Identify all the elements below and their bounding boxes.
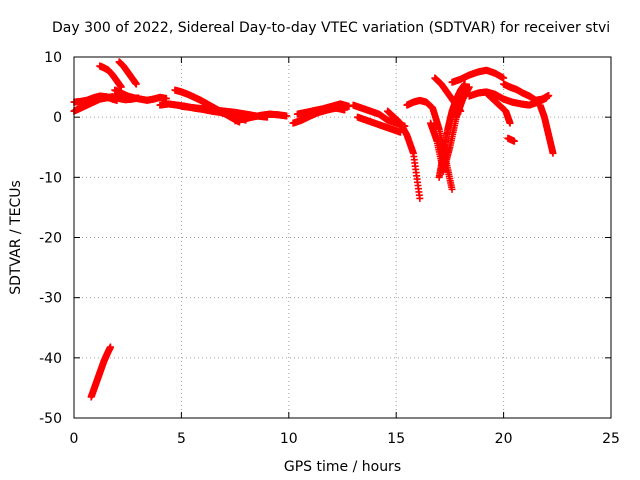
y-tick-label: -20: [39, 231, 62, 247]
series-arc-24: [504, 134, 518, 145]
data-point: [510, 137, 518, 145]
data-point: [465, 83, 473, 91]
data-point: [506, 119, 514, 127]
data-point: [132, 80, 140, 88]
x-tick-label: 0: [70, 431, 79, 447]
y-tick-label: -50: [39, 411, 62, 427]
data-point: [113, 96, 121, 104]
series-arc-23: [536, 101, 557, 157]
x-tick-label: 15: [387, 431, 405, 447]
y-tick-label: 0: [53, 110, 62, 126]
series-arc-25: [87, 343, 115, 401]
data-point: [263, 113, 271, 121]
x-tick-label: 5: [177, 431, 186, 447]
data-point: [461, 80, 469, 88]
data-point: [416, 194, 424, 202]
series-arc-21: [500, 80, 553, 104]
series-arc-03: [96, 62, 125, 91]
series-arc-04: [115, 58, 140, 88]
x-tick-label: 20: [495, 431, 513, 447]
y-tick-label: -30: [39, 291, 62, 307]
series-arc-22: [482, 89, 514, 127]
y-axis-label: SDTVAR / TECUs: [8, 180, 24, 295]
y-tick-label: -40: [39, 351, 62, 367]
data-point: [283, 112, 291, 120]
x-axis-label: GPS time / hours: [284, 459, 401, 475]
y-tick-label: 10: [44, 50, 62, 66]
data-point: [107, 343, 115, 351]
series-arc-18: [431, 74, 465, 115]
data-points: [70, 58, 557, 401]
data-point: [448, 185, 456, 193]
series-arc-19: [448, 66, 508, 86]
series-arc-14: [384, 107, 424, 202]
x-tick-label: 10: [280, 431, 298, 447]
y-tick-label: -10: [39, 170, 62, 186]
series-arc-05: [111, 86, 170, 104]
series-arc-02: [70, 92, 121, 106]
series-arc-09: [177, 102, 271, 121]
series-arc-11: [293, 100, 353, 118]
chart-title: Day 300 of 2022, Sidereal Day-to-day VTE…: [52, 20, 610, 36]
axis-ticks: 0 5 10 15 20 25 -50 -40 -30 -20 -10 0 10: [39, 50, 620, 447]
data-point: [545, 92, 553, 100]
x-tick-label: 25: [602, 431, 620, 447]
data-point: [500, 74, 508, 82]
data-point: [457, 107, 465, 115]
data-point: [549, 149, 557, 157]
